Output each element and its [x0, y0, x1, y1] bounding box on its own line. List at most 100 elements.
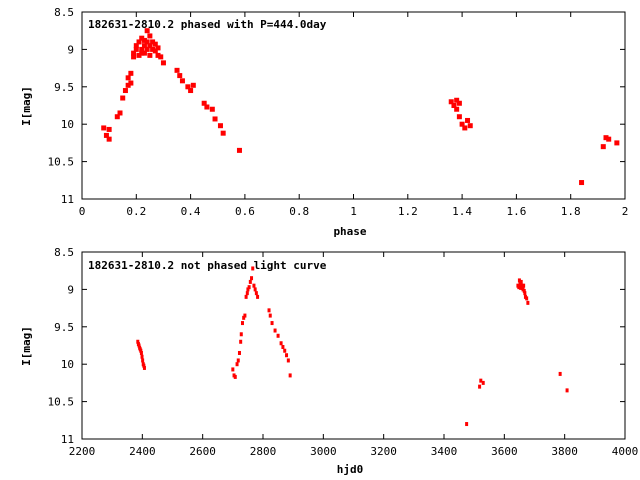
- tick-layer-unphased: 2200 2400 2600 2800 3000 3200 3400 3600 3800 4000…: [48, 246, 639, 458]
- data-point: [237, 350, 241, 355]
- data-point: [201, 100, 207, 106]
- x-tick-label-phased: 0.8: [289, 205, 309, 218]
- phased-light-curve-panel: 182631-2810.2 phased with P=444.0day pha…: [20, 6, 628, 238]
- y-axis-label-unphased: I[mag]: [20, 326, 33, 366]
- x-tick-label-phased: 1.2: [398, 205, 418, 218]
- data-point: [456, 114, 462, 120]
- y-tick-label-phased: 8.5: [54, 6, 74, 19]
- data-point: [273, 328, 277, 333]
- data-point: [459, 121, 465, 127]
- data-point: [517, 285, 521, 290]
- data-point: [125, 82, 131, 88]
- data-point: [128, 80, 134, 86]
- y-tick-label-unphased: 10: [61, 358, 74, 371]
- data-point: [114, 114, 120, 120]
- x-tick-label-unphased: 3800: [551, 445, 578, 458]
- x-tick-label-phased: 0: [79, 205, 86, 218]
- data-points-phased: [101, 28, 620, 186]
- data-point: [131, 50, 137, 56]
- data-point: [600, 144, 606, 150]
- y-tick-label-phased: 9: [67, 43, 74, 56]
- data-point: [101, 125, 107, 131]
- data-point: [141, 37, 147, 43]
- data-point: [142, 365, 146, 370]
- data-point: [518, 282, 522, 287]
- y-tick-label-phased: 9.5: [54, 81, 74, 94]
- data-point: [517, 278, 521, 283]
- data-point: [144, 46, 150, 52]
- data-point: [245, 291, 249, 296]
- data-point: [279, 341, 283, 346]
- data-point: [288, 373, 292, 378]
- data-point: [236, 358, 240, 363]
- data-point: [106, 136, 112, 142]
- data-point: [519, 279, 523, 284]
- data-point: [525, 296, 529, 301]
- tick-layer-phased: 0 0.2 0.4 0.6 0.8 1 1.2 1.4 1.6 1.8 2 8.5 9 9.5 10 10.5…: [48, 6, 629, 218]
- data-point: [467, 123, 473, 129]
- data-point: [117, 110, 123, 116]
- x-tick-label-phased: 1: [350, 205, 357, 218]
- data-point: [526, 300, 530, 305]
- x-tick-label-phased: 2: [622, 205, 629, 218]
- data-point: [235, 362, 239, 367]
- data-point: [220, 130, 226, 136]
- data-point: [250, 276, 254, 281]
- y-tick-label-phased: 11: [61, 193, 74, 206]
- data-point: [454, 97, 460, 103]
- data-point: [606, 136, 612, 142]
- data-point: [106, 126, 112, 132]
- x-tick-label-phased: 1.6: [506, 205, 526, 218]
- y-tick-label-phased: 10.5: [48, 156, 75, 169]
- data-point: [147, 52, 153, 58]
- plot-frame-phased: [81, 11, 626, 200]
- data-point: [268, 313, 272, 318]
- data-point: [179, 78, 185, 84]
- data-point: [209, 106, 215, 112]
- data-point: [478, 384, 482, 389]
- data-point: [247, 285, 251, 290]
- data-point: [158, 54, 164, 60]
- x-axis-label-phased: phase: [333, 225, 366, 238]
- data-point: [139, 50, 145, 56]
- data-point: [522, 288, 526, 293]
- data-point: [152, 48, 158, 54]
- data-point: [242, 315, 246, 320]
- data-point: [246, 287, 250, 292]
- data-point: [448, 99, 454, 105]
- data-point: [142, 363, 146, 368]
- data-point: [141, 358, 145, 363]
- data-point: [252, 283, 256, 288]
- data-point: [141, 50, 147, 56]
- x-tick-label-phased: 1.8: [561, 205, 581, 218]
- data-point: [217, 123, 223, 129]
- data-point: [248, 279, 252, 284]
- data-point: [152, 41, 158, 47]
- plot-frame-unphased: [81, 251, 626, 440]
- y-tick-label-unphased: 9: [67, 283, 74, 296]
- data-point: [276, 333, 280, 338]
- data-points-unphased: [136, 266, 569, 427]
- data-point: [144, 39, 150, 45]
- data-point: [244, 294, 248, 299]
- data-point: [522, 283, 526, 288]
- data-point: [139, 46, 145, 52]
- data-point: [231, 367, 235, 372]
- data-point: [188, 88, 194, 94]
- data-point: [103, 132, 109, 138]
- data-point: [233, 374, 237, 379]
- data-point: [128, 70, 134, 76]
- x-tick-label-phased: 0.2: [126, 205, 146, 218]
- data-point: [267, 308, 271, 313]
- data-point: [462, 125, 468, 131]
- plot-title-unphased: 182631-2810.2 not phased light curve: [88, 259, 327, 272]
- data-point: [565, 388, 569, 393]
- data-point: [481, 380, 485, 385]
- data-point: [519, 285, 523, 290]
- data-point: [160, 60, 166, 66]
- data-point: [140, 354, 144, 359]
- data-point: [286, 358, 290, 363]
- data-point: [155, 52, 161, 58]
- plot-title-phased: 182631-2810.2 phased with P=444.0day: [88, 18, 327, 31]
- data-point: [603, 135, 609, 141]
